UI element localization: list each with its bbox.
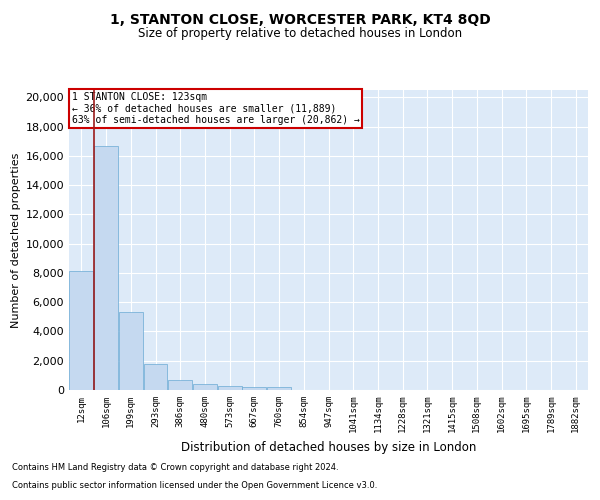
Bar bbox=[242, 387, 266, 390]
Text: 1, STANTON CLOSE, WORCESTER PARK, KT4 8QD: 1, STANTON CLOSE, WORCESTER PARK, KT4 8Q… bbox=[110, 12, 490, 26]
Bar bbox=[143, 364, 167, 390]
Bar bbox=[267, 387, 291, 390]
Y-axis label: Number of detached properties: Number of detached properties bbox=[11, 152, 22, 328]
Text: 1 STANTON CLOSE: 123sqm
← 36% of detached houses are smaller (11,889)
63% of sem: 1 STANTON CLOSE: 123sqm ← 36% of detache… bbox=[71, 92, 359, 124]
Bar bbox=[119, 312, 143, 390]
Text: Contains public sector information licensed under the Open Government Licence v3: Contains public sector information licen… bbox=[12, 481, 377, 490]
Text: Size of property relative to detached houses in London: Size of property relative to detached ho… bbox=[138, 28, 462, 40]
Bar bbox=[193, 384, 217, 390]
Bar bbox=[94, 146, 118, 390]
Text: Contains HM Land Registry data © Crown copyright and database right 2024.: Contains HM Land Registry data © Crown c… bbox=[12, 464, 338, 472]
Bar bbox=[218, 386, 242, 390]
X-axis label: Distribution of detached houses by size in London: Distribution of detached houses by size … bbox=[181, 441, 476, 454]
Bar bbox=[70, 272, 94, 390]
Bar bbox=[168, 380, 192, 390]
